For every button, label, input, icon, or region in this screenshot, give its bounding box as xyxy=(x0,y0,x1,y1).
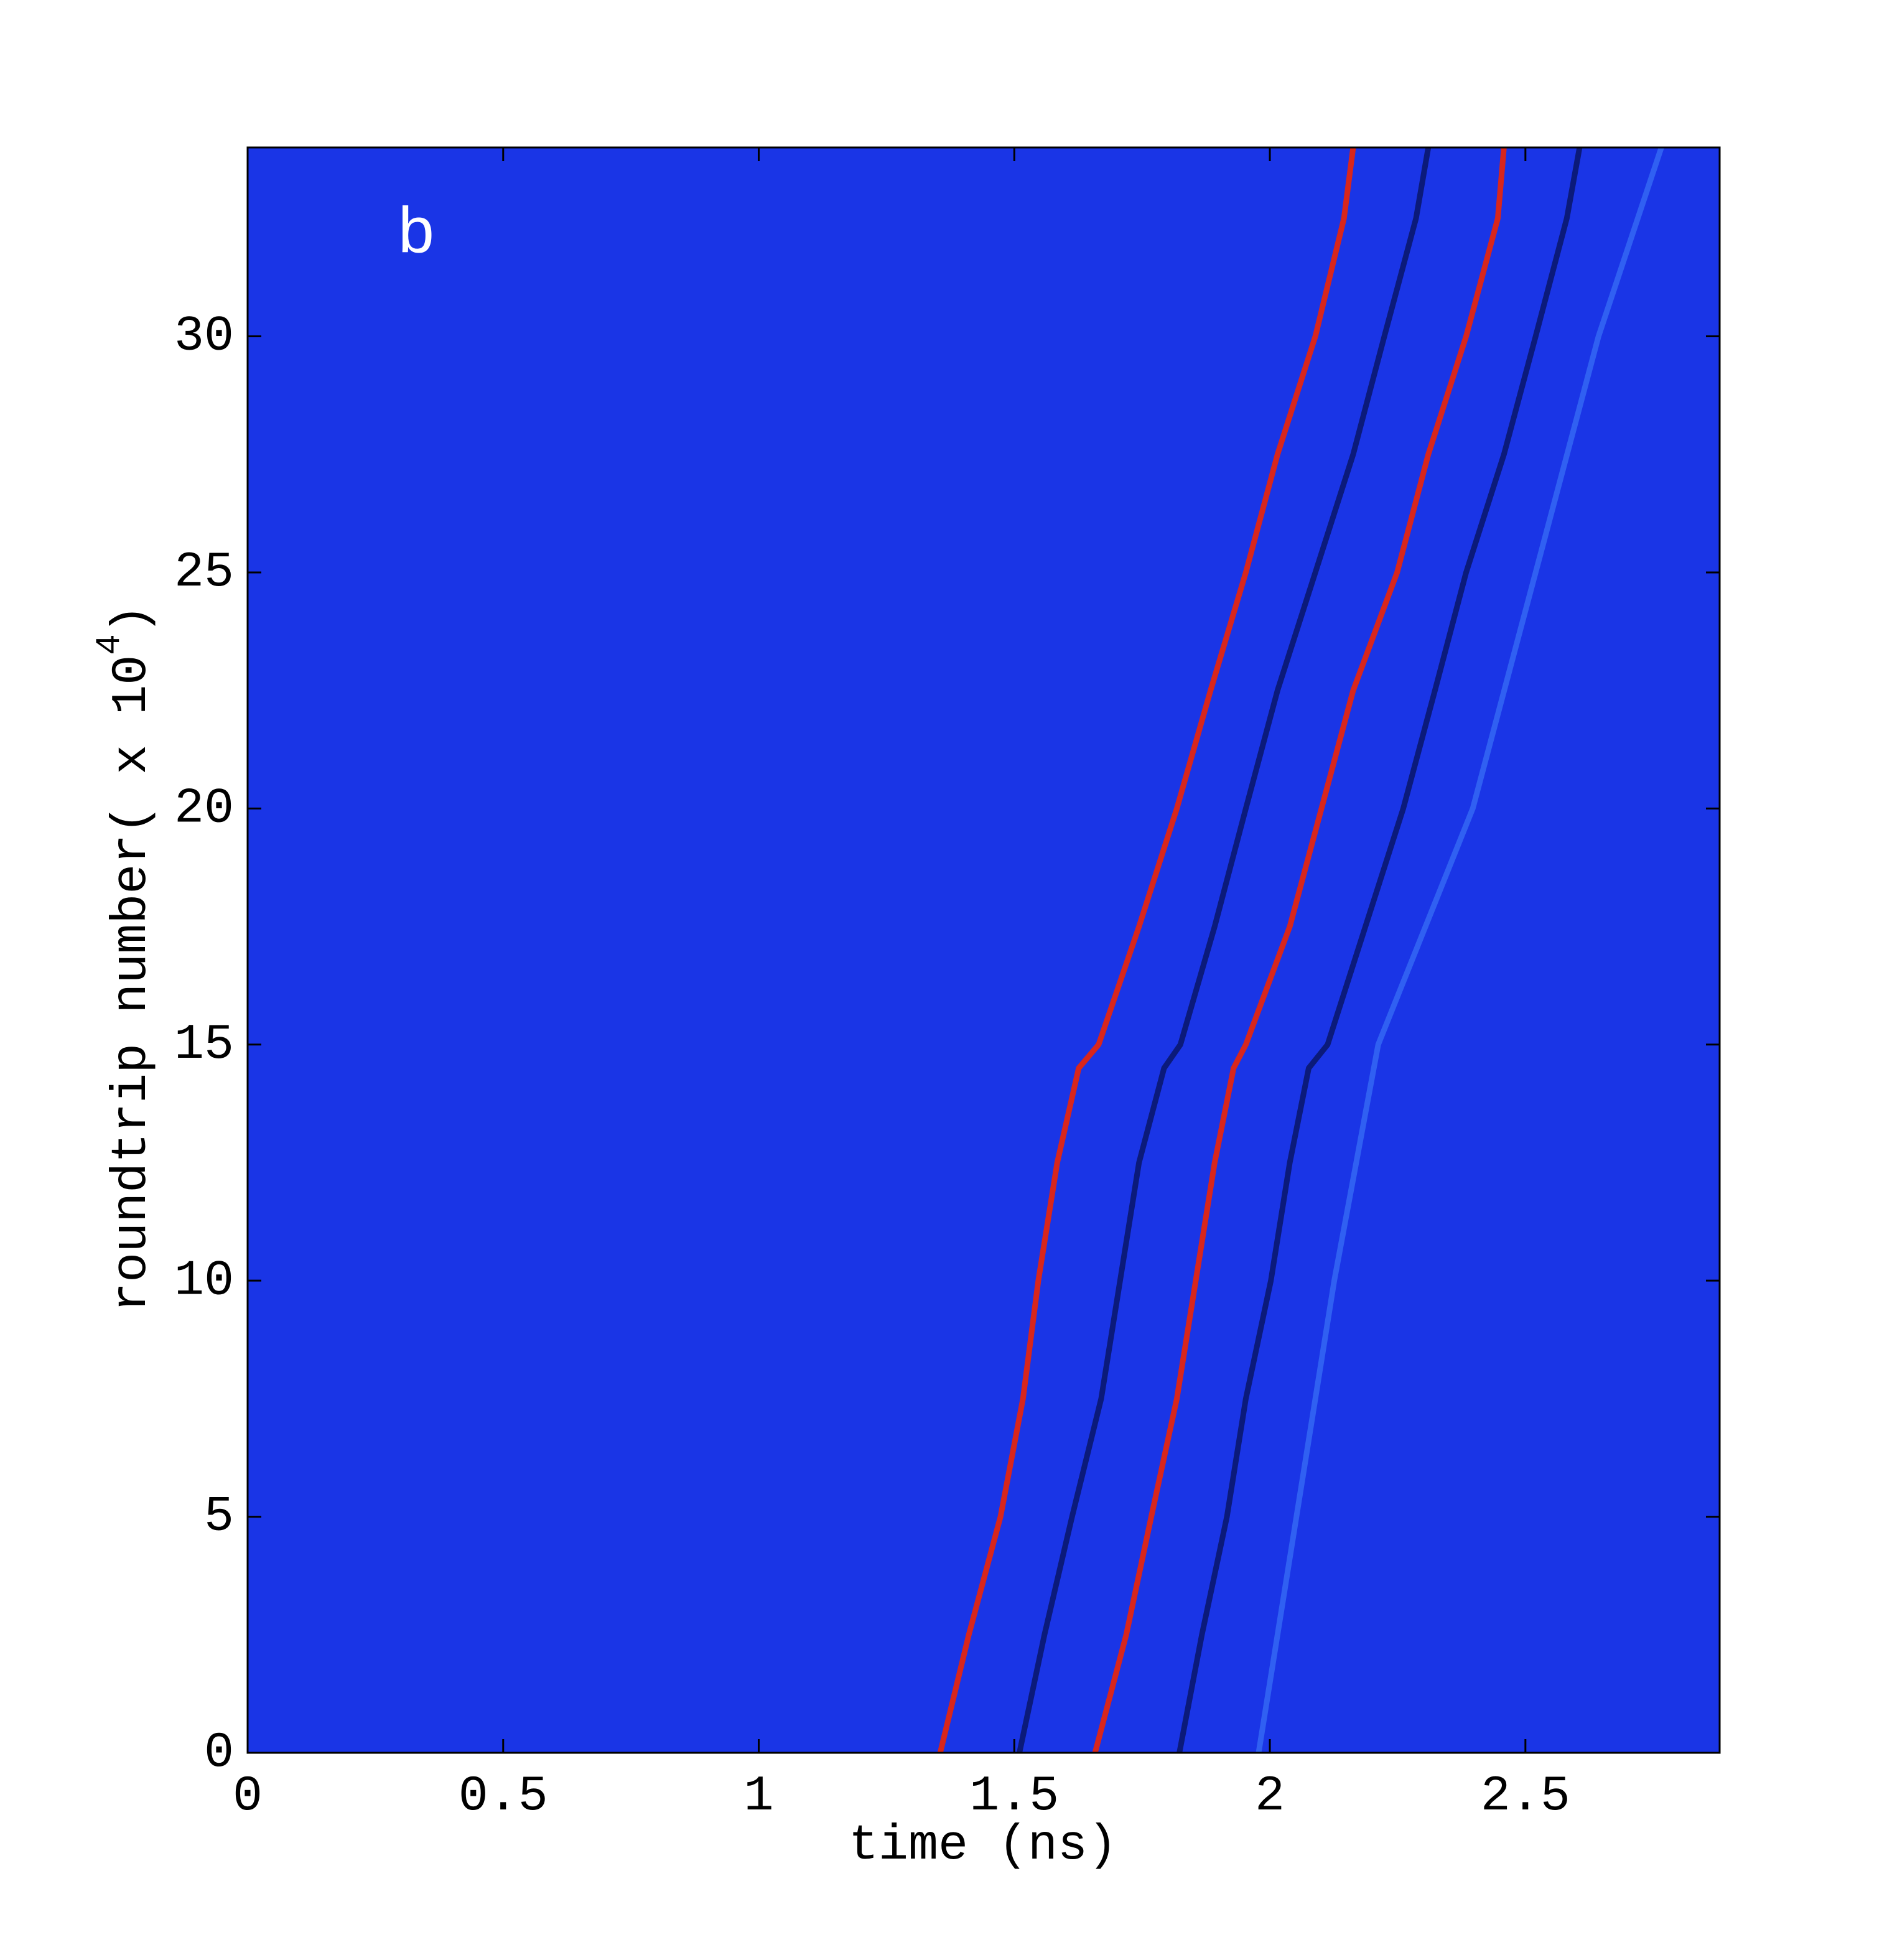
y-axis-label-exponent: 4 xyxy=(90,634,129,655)
y-axis-label-main: roundtrip number( x 10 xyxy=(104,655,161,1312)
y-axis-label: roundtrip number( x 104) xyxy=(90,604,161,1312)
y-axis-label-end: ) xyxy=(104,604,161,634)
plot-area xyxy=(248,147,1720,1753)
x-tick-label: 2 xyxy=(1255,1768,1285,1825)
x-tick-label: 1 xyxy=(744,1768,774,1825)
y-tick-label: 5 xyxy=(204,1489,234,1546)
y-tick-label: 20 xyxy=(174,780,234,837)
y-tick-label: 0 xyxy=(204,1725,234,1781)
traces xyxy=(937,147,1664,1753)
trace xyxy=(1256,147,1664,1753)
x-axis-label: time (ns) xyxy=(849,1818,1117,1874)
x-tick-label: 2.5 xyxy=(1481,1768,1570,1825)
y-tick-label: 10 xyxy=(174,1253,234,1309)
trace xyxy=(1017,147,1432,1753)
y-tick-label: 15 xyxy=(174,1017,234,1073)
x-tick-label: 0 xyxy=(233,1768,263,1825)
x-tick-label: 1.5 xyxy=(969,1768,1059,1825)
x-tick-label: 0.5 xyxy=(459,1768,548,1825)
y-tick-label: 30 xyxy=(174,309,234,365)
plot-frame xyxy=(246,146,1721,1754)
panel-label: b xyxy=(398,194,434,266)
trace xyxy=(1092,147,1507,1753)
y-tick-label: 25 xyxy=(174,544,234,601)
trace xyxy=(1176,147,1583,1753)
trace xyxy=(937,147,1356,1753)
